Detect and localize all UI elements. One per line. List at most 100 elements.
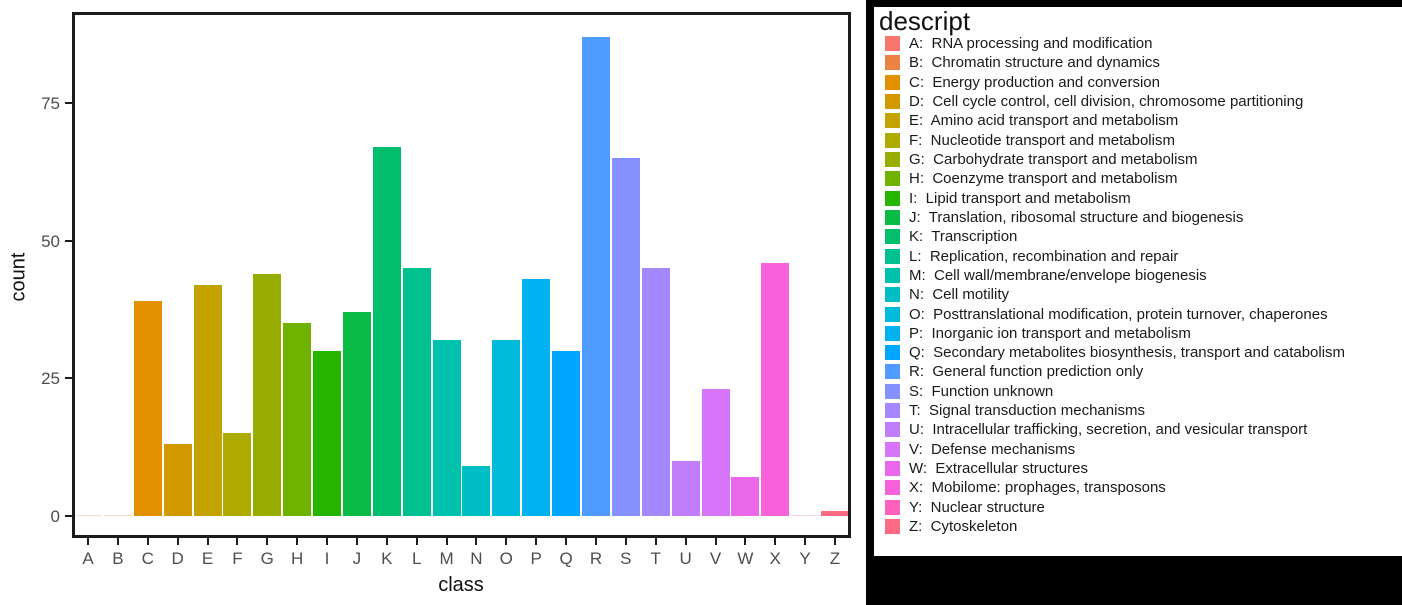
bar-G bbox=[253, 273, 282, 516]
x-tick-Q bbox=[565, 538, 568, 545]
bar-L bbox=[402, 268, 431, 516]
legend-item-label: C: Energy production and conversion bbox=[909, 73, 1160, 91]
x-tick-N bbox=[475, 538, 478, 545]
y-axis-title: count bbox=[7, 252, 30, 302]
legend-color-swatch bbox=[885, 364, 900, 380]
x-tick-label-D: D bbox=[171, 549, 184, 568]
x-tick-label-Z: Z bbox=[829, 549, 841, 568]
bar-W bbox=[731, 477, 760, 516]
x-tick-label-M: M bbox=[439, 549, 454, 568]
legend-color-swatch bbox=[885, 306, 900, 322]
x-tick-Y bbox=[804, 538, 807, 545]
legend-color-swatch bbox=[885, 461, 900, 477]
legend-item-label: L: Replication, recombination and repair bbox=[909, 247, 1179, 265]
bar-M bbox=[432, 339, 461, 516]
legend-item: P: Inorganic ion transport and metabolis… bbox=[874, 324, 1402, 343]
bar-D bbox=[163, 444, 192, 516]
legend-item: W: Extracellular structures bbox=[874, 459, 1402, 478]
legend-item-label: S: Function unknown bbox=[909, 382, 1054, 400]
bar-F bbox=[223, 433, 252, 516]
legend-item-label: I: Lipid transport and metabolism bbox=[909, 189, 1131, 207]
bar-I bbox=[313, 350, 341, 516]
legend-color-swatch bbox=[885, 229, 900, 245]
bar-R bbox=[582, 36, 610, 516]
x-axis-title: class bbox=[438, 574, 484, 596]
legend-item: G: Carbohydrate transport and metabolism bbox=[874, 150, 1402, 169]
legend-color-swatch bbox=[885, 209, 900, 225]
legend-item: L: Replication, recombination and repair bbox=[874, 246, 1402, 265]
legend-item-label: O: Posttranslational modification, prote… bbox=[909, 305, 1328, 323]
x-tick-O bbox=[505, 538, 508, 545]
legend-item: Q: Secondary metabolites biosynthesis, t… bbox=[874, 343, 1402, 362]
legend-item: N: Cell motility bbox=[874, 285, 1402, 304]
x-tick-P bbox=[535, 538, 538, 545]
x-tick-label-J: J bbox=[352, 549, 362, 568]
legend-color-swatch bbox=[885, 132, 900, 148]
x-tick-label-A: A bbox=[82, 549, 94, 568]
legend-color-swatch bbox=[885, 94, 900, 110]
x-tick-F bbox=[236, 538, 239, 545]
legend-item: X: Mobilome: prophages, transposons bbox=[874, 478, 1402, 497]
legend-item-label: R: General function prediction only bbox=[909, 363, 1144, 381]
legend-item-label: J: Translation, ribosomal structure and … bbox=[909, 208, 1244, 226]
legend-item-label: H: Coenzyme transport and metabolism bbox=[909, 170, 1178, 188]
legend-item: Z: Cytoskeleton bbox=[874, 517, 1402, 536]
legend-item-label: E: Amino acid transport and metabolism bbox=[909, 112, 1179, 130]
x-tick-label-Q: Q bbox=[559, 549, 573, 568]
x-tick-D bbox=[176, 538, 179, 545]
legend-box: descript A: RNA processing and modificat… bbox=[874, 7, 1402, 556]
bar-S bbox=[611, 157, 640, 516]
legend-item: T: Signal transduction mechanisms bbox=[874, 401, 1402, 420]
legend-item-label: T: Signal transduction mechanisms bbox=[909, 402, 1145, 420]
legend-color-swatch bbox=[885, 190, 900, 206]
bar-H bbox=[283, 323, 312, 516]
y-tick-75 bbox=[65, 101, 72, 104]
legend-item: J: Translation, ribosomal structure and … bbox=[874, 208, 1402, 227]
x-tick-M bbox=[445, 538, 448, 545]
bar-N bbox=[462, 466, 491, 516]
bar-B bbox=[103, 514, 132, 516]
legend-item: V: Defense mechanisms bbox=[874, 440, 1402, 459]
x-tick-E bbox=[206, 538, 209, 545]
bar-Q bbox=[552, 350, 581, 516]
legend-color-swatch bbox=[885, 441, 900, 457]
x-tick-label-G: G bbox=[260, 549, 274, 568]
legend-item-label: V: Defense mechanisms bbox=[909, 440, 1076, 458]
bar-chart: A B C D E F G H I J K L M N O P Q R S T U V W X Y Z 0 25 50 75 count … bbox=[7, 12, 851, 596]
legend-color-swatch bbox=[885, 36, 900, 52]
legend-item: M: Cell wall/membrane/envelope biogenesi… bbox=[874, 266, 1402, 285]
x-tick-K bbox=[385, 538, 388, 545]
x-tick-V bbox=[714, 538, 717, 545]
x-tick-label-I: I bbox=[324, 549, 330, 568]
legend-item-label: Z: Cytoskeleton bbox=[909, 517, 1018, 535]
x-tick-X bbox=[774, 538, 777, 545]
legend-color-swatch bbox=[885, 403, 900, 419]
bar-A bbox=[74, 514, 102, 516]
x-tick-B bbox=[116, 538, 119, 545]
legend-color-swatch bbox=[885, 267, 900, 283]
bar-T bbox=[641, 268, 670, 516]
legend-item: E: Amino acid transport and metabolism bbox=[874, 111, 1402, 130]
bar-Z bbox=[821, 510, 849, 516]
legend-item-label: G: Carbohydrate transport and metabolism bbox=[909, 151, 1198, 169]
x-tick-G bbox=[266, 538, 269, 545]
legend-item-label: K: Transcription bbox=[909, 228, 1018, 246]
x-tick-label-N: N bbox=[470, 549, 483, 568]
bar-Y bbox=[791, 514, 820, 516]
y-tick-25 bbox=[65, 377, 72, 380]
y-tick-label-75: 75 bbox=[41, 93, 60, 113]
bar-U bbox=[671, 460, 700, 516]
x-tick-label-Y: Y bbox=[799, 549, 811, 568]
bar-X bbox=[761, 262, 790, 516]
bar-V bbox=[701, 389, 730, 516]
legend-color-swatch bbox=[885, 248, 900, 264]
legend-color-swatch bbox=[885, 518, 900, 534]
legend-item: B: Chromatin structure and dynamics bbox=[874, 53, 1402, 72]
legend-color-swatch bbox=[885, 480, 900, 496]
bar-C bbox=[133, 301, 162, 516]
x-tick-label-K: K bbox=[381, 549, 393, 568]
legend-item-label: D: Cell cycle control, cell division, ch… bbox=[909, 93, 1304, 111]
x-tick-J bbox=[355, 538, 358, 545]
legend-item: R: General function prediction only bbox=[874, 362, 1402, 381]
x-tick-C bbox=[146, 538, 149, 545]
